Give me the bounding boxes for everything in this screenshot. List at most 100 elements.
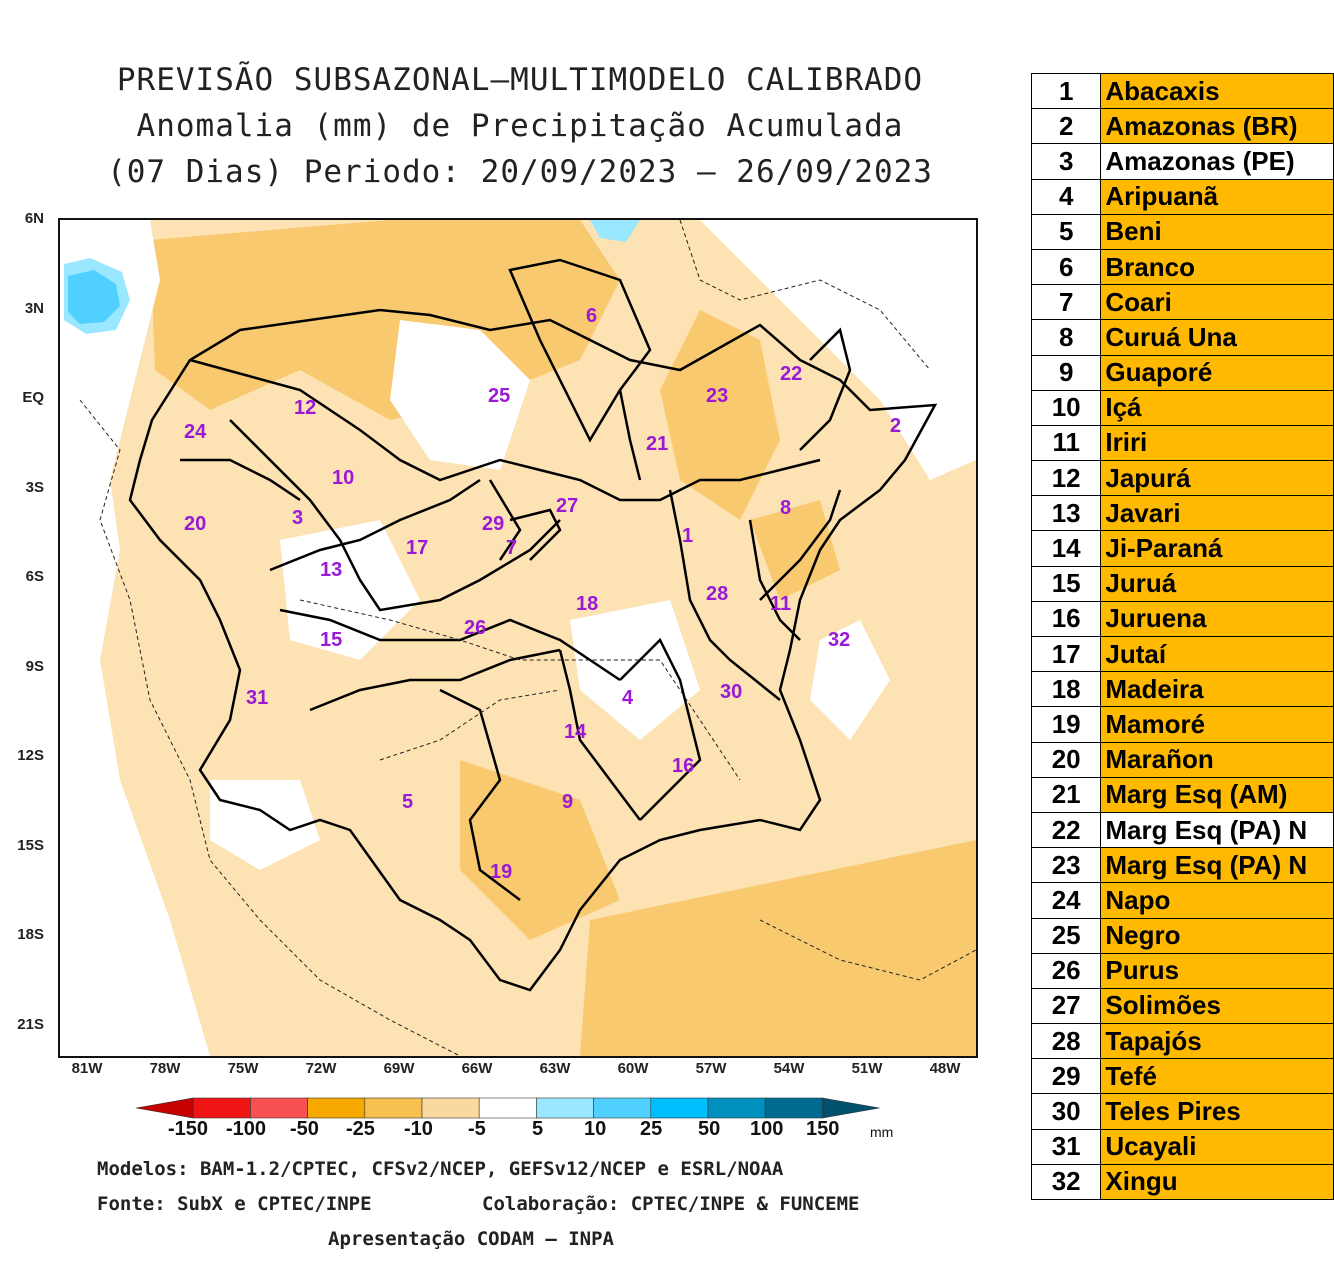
neutral-area [60, 220, 210, 1056]
legend-row: 3 Amazonas (PE) [1030, 143, 1334, 180]
legend-number: 29 [1030, 1058, 1102, 1095]
legend-basin-name: Abacaxis [1100, 72, 1334, 110]
basin-label: 10 [332, 467, 354, 489]
colorbar-segment [478, 1097, 537, 1119]
neutral-area [210, 780, 320, 870]
colorbar-tick-label: -25 [346, 1118, 375, 1140]
basin-label: 22 [780, 363, 802, 385]
colorbar-segment [822, 1097, 880, 1119]
legend-basin-name: Japurá [1100, 460, 1334, 497]
colorbar-tick-label: -5 [468, 1118, 486, 1140]
legend-basin-name: Iriri [1100, 424, 1334, 462]
legend-number: 25 [1030, 917, 1102, 954]
legend-number: 14 [1030, 530, 1102, 567]
moderate-anomaly-area [660, 310, 780, 520]
lon-label: 57W [695, 1060, 727, 1077]
legend-number: 1 [1030, 72, 1102, 110]
legend-number: 23 [1030, 847, 1102, 884]
legend-number: 6 [1030, 248, 1102, 286]
legend-row: 2 Amazonas (BR) [1030, 108, 1334, 145]
basin-label: 2 [890, 415, 901, 437]
basin-label: 27 [556, 495, 578, 517]
neutral-area [700, 220, 976, 480]
moderate-anomaly-area [460, 760, 620, 940]
lon-label: 72W [305, 1060, 337, 1077]
legend-row: 12 Japurá [1030, 460, 1334, 497]
colorbar-unit: mm [870, 1124, 894, 1140]
legend-row: 16 Juruena [1030, 600, 1334, 638]
legend-number: 18 [1030, 671, 1102, 708]
basin-label: 24 [184, 421, 207, 443]
lon-label: 69W [383, 1060, 415, 1077]
country-borders [79, 220, 976, 1056]
legend-number: 9 [1030, 354, 1102, 391]
legend-basin-name: Curuá Una [1100, 319, 1334, 356]
basin-label: 26 [464, 617, 486, 639]
legend-basin-name: Marg Esq (AM) [1100, 776, 1334, 813]
legend-basin-name: Javari [1100, 495, 1334, 532]
basin-label: 9 [562, 791, 573, 813]
basin-label: 18 [576, 593, 598, 615]
legend-row: 22 Marg Esq (PA) N [1030, 811, 1334, 849]
legend-row: 4 Aripuanã [1030, 178, 1334, 215]
lon-label: 78W [149, 1060, 181, 1077]
lon-label: 54W [773, 1060, 805, 1077]
legend-number: 24 [1030, 882, 1102, 919]
basin-legend-table: 1 Abacaxis 2 Amazonas (BR) 3 Amazonas (PE) 4 Ar… [1030, 72, 1334, 1201]
legend-row: 23 Marg Esq (PA) N [1030, 847, 1334, 884]
legend-row: 8 Curuá Una [1030, 319, 1334, 356]
map-title-line2: Anomalia (mm) de Precipitação Acumulada [136, 108, 904, 144]
legend-row: 7 Coari [1030, 284, 1334, 321]
colorbar-tick-label: 5 [532, 1118, 544, 1140]
legend-row: 31 Ucayali [1030, 1128, 1334, 1165]
legend-basin-name: Beni [1100, 213, 1334, 250]
colorbar-segment [593, 1097, 652, 1119]
basin-label: 12 [294, 397, 316, 419]
legend-row: 6 Branco [1030, 248, 1334, 286]
legend-row: 11 Iriri [1030, 424, 1334, 462]
lon-label: 60W [617, 1060, 649, 1077]
map-title-line3: (07 Dias) Periodo: 20/09/2023 — 26/09/20… [107, 154, 933, 190]
legend-row: 26 Purus [1030, 952, 1334, 989]
basin-label: 20 [184, 513, 206, 535]
legend-basin-name: Guaporé [1100, 354, 1334, 391]
lat-label: EQ [22, 389, 44, 406]
legend-number: 5 [1030, 213, 1102, 250]
colorbar-segment [764, 1097, 823, 1119]
lat-label: 6S [25, 568, 44, 585]
basin-label: 30 [720, 681, 742, 703]
colorbar-tick-label: 50 [698, 1118, 721, 1140]
basin-label: 8 [780, 497, 791, 519]
colorbar-segment [421, 1097, 480, 1119]
legend-basin-name: Juruá [1100, 565, 1334, 602]
basin-label: 6 [586, 305, 597, 327]
legend-row: 17 Jutaí [1030, 635, 1334, 673]
colorbar-segment [250, 1097, 308, 1119]
legend-row: 9 Guaporé [1030, 354, 1334, 391]
legend-number: 30 [1030, 1093, 1102, 1130]
neutral-area [390, 320, 530, 470]
colorbar-tick-label: -50 [290, 1118, 319, 1140]
credits-collaboration: Colaboração: CPTEC/INPE & FUNCEME [482, 1193, 860, 1215]
legend-basin-name: Ji-Paraná [1100, 530, 1334, 567]
neutral-area [280, 520, 420, 660]
map-title-line1: PREVISÃO SUBSAZONAL—MULTIMODELO CALIBRAD… [116, 62, 924, 98]
legend-row: 15 Juruá [1030, 565, 1334, 602]
basin-label: 31 [246, 687, 268, 709]
lat-label: 18S [17, 926, 44, 943]
legend-row: 14 Ji-Paraná [1030, 530, 1334, 567]
legend-row: 20 Marañon [1030, 741, 1334, 778]
legend-basin-name: Mamoré [1100, 706, 1334, 743]
lat-label: 12S [17, 747, 44, 764]
legend-row: 10 Içá [1030, 389, 1334, 426]
legend-number: 21 [1030, 776, 1102, 813]
basin-label: 32 [828, 629, 850, 651]
lat-label: 3N [24, 300, 44, 317]
legend-number: 16 [1030, 600, 1102, 638]
basin-label: 4 [622, 687, 634, 709]
legend-basin-name: Juruena [1100, 600, 1334, 638]
legend-row: 18 Madeira [1030, 671, 1334, 708]
colorbar-tick-label: -150 [168, 1118, 209, 1140]
neutral-area [810, 620, 890, 740]
legend-number: 28 [1030, 1023, 1102, 1060]
